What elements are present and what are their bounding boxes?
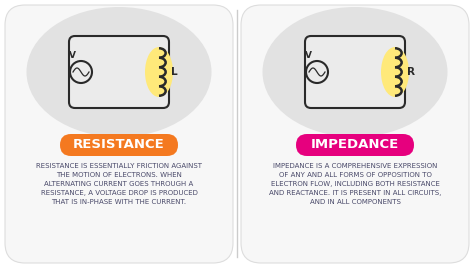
FancyBboxPatch shape — [296, 134, 414, 156]
Text: V: V — [69, 51, 75, 60]
Text: IMPEDANCE: IMPEDANCE — [311, 139, 399, 151]
Ellipse shape — [27, 7, 211, 137]
FancyBboxPatch shape — [5, 5, 233, 263]
FancyBboxPatch shape — [305, 36, 405, 108]
Text: RESISTANCE IS ESSENTIALLY FRICTION AGAINST
THE MOTION OF ELECTRONS. WHEN
ALTERNA: RESISTANCE IS ESSENTIALLY FRICTION AGAIN… — [36, 163, 202, 205]
Text: L: L — [171, 67, 178, 77]
Circle shape — [70, 61, 92, 83]
FancyBboxPatch shape — [241, 5, 469, 263]
Text: R: R — [407, 67, 415, 77]
FancyBboxPatch shape — [69, 36, 169, 108]
Ellipse shape — [263, 7, 447, 137]
Text: RESISTANCE: RESISTANCE — [73, 139, 165, 151]
FancyBboxPatch shape — [60, 134, 178, 156]
Ellipse shape — [381, 47, 409, 97]
Text: V: V — [304, 51, 311, 60]
Text: IMPEDANCE IS A COMPREHENSIVE EXPRESSION
OF ANY AND ALL FORMS OF OPPOSITION TO
EL: IMPEDANCE IS A COMPREHENSIVE EXPRESSION … — [269, 163, 441, 205]
Circle shape — [306, 61, 328, 83]
Ellipse shape — [145, 47, 173, 97]
